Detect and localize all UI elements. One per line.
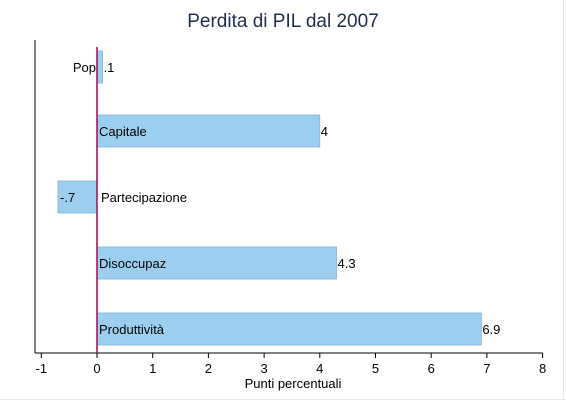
x-tick-label: 4 xyxy=(316,361,323,376)
bar xyxy=(96,246,337,280)
x-tick-label: 5 xyxy=(372,361,379,376)
bar xyxy=(96,50,103,84)
x-axis-label: Punti percentuali xyxy=(244,376,342,391)
bar-value-label: 4 xyxy=(321,124,328,139)
frame-edge-bottom xyxy=(0,399,566,400)
bar-value-label: -.7 xyxy=(60,190,75,205)
x-tick-label: 7 xyxy=(483,361,490,376)
bar-category-label: Partecipazione xyxy=(101,190,187,205)
x-tick-label: 8 xyxy=(539,361,546,376)
frame-edge-right xyxy=(563,0,564,400)
bar-category-label: Produttività xyxy=(99,322,165,337)
bar-value-label: .1 xyxy=(104,60,115,75)
bar-value-label: 6.9 xyxy=(482,322,500,337)
x-tick-label: 1 xyxy=(149,361,156,376)
chart-title: Perdita di PIL dal 2007 xyxy=(187,11,379,32)
x-tick-label: 0 xyxy=(93,361,100,376)
bar-value-label: 4.3 xyxy=(338,256,356,271)
bar-category-label: Pop xyxy=(73,60,96,75)
bar xyxy=(96,312,482,346)
bar xyxy=(96,114,321,148)
bar-category-label: Disoccupaz xyxy=(99,256,166,271)
x-tick-label: -1 xyxy=(36,361,48,376)
x-tick-label: 3 xyxy=(260,361,267,376)
x-tick-label: 2 xyxy=(205,361,212,376)
bar-category-label: Capitale xyxy=(99,124,147,139)
x-tick-label: 6 xyxy=(428,361,435,376)
